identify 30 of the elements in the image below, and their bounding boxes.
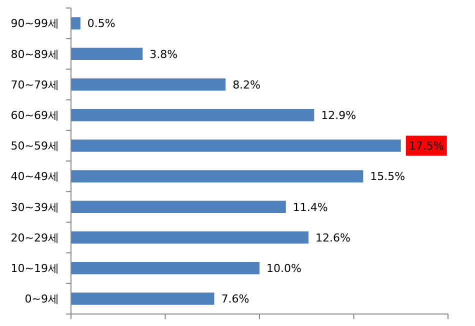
bar <box>71 48 143 60</box>
y-tick-label: 40~49세 <box>10 170 59 184</box>
data-label: 8.2% <box>232 78 261 92</box>
data-label: 11.4% <box>292 200 328 214</box>
bar <box>71 108 314 122</box>
y-tick-label: 0~9세 <box>24 292 59 306</box>
annotation: 17.5% <box>408 140 444 153</box>
y-tick-label: 30~39세 <box>10 200 59 214</box>
data-label: 0.5% <box>87 17 116 30</box>
data-label: 10.0% <box>266 262 302 275</box>
y-tick-label: 50~59세 <box>10 140 59 153</box>
bar <box>71 231 309 244</box>
y-tick-label: 60~69세 <box>10 108 59 122</box>
bar <box>71 200 286 214</box>
bar <box>71 140 401 152</box>
data-label: 15.5% <box>370 170 406 184</box>
bar <box>71 17 80 30</box>
y-tick-label: 10~19세 <box>10 262 59 275</box>
bar <box>71 292 214 305</box>
y-tick-label: 80~89세 <box>10 48 59 61</box>
data-label: 12.9% <box>321 108 356 122</box>
y-tick-label: 90~99세 <box>10 17 59 30</box>
bar <box>71 262 260 274</box>
bar <box>71 78 226 91</box>
data-label: 3.8% <box>150 48 178 61</box>
data-label: 12.6% <box>316 231 350 244</box>
y-tick-label: 70~79세 <box>10 78 59 92</box>
bar <box>71 170 364 182</box>
data-label: 7.6% <box>221 292 250 306</box>
y-tick-label: 20~29세 <box>10 231 59 244</box>
